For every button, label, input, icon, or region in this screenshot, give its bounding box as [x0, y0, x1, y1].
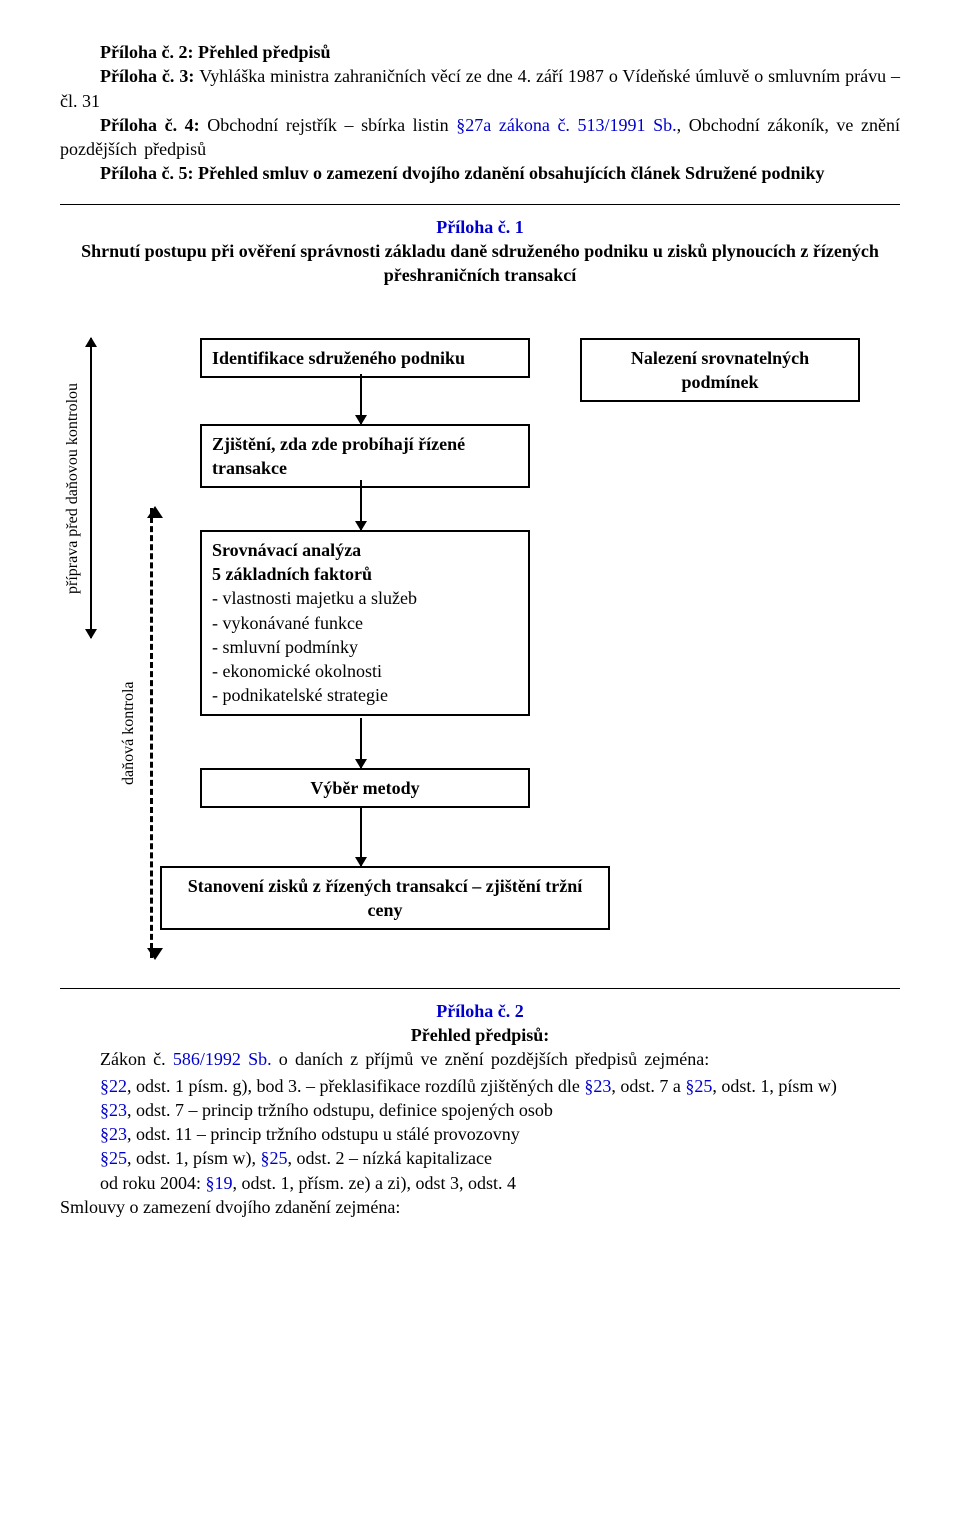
att2-zakon-mid: o daních z příjmů ve znění pozdějších př… [272, 1049, 710, 1069]
att2-r2-a: §23 [100, 1100, 127, 1120]
fc-box4-i3-t: ekonomické okolnosti [223, 661, 382, 681]
att2-r1-f: , odst. 1, písm w) [712, 1076, 837, 1096]
att2-r1: §22, odst. 1 písm. g), bod 3. – překlasi… [60, 1074, 900, 1098]
fc-box4-title: Srovnávací analýza [212, 538, 518, 562]
top-line3-mid: Obchodní rejstřík – sbírka listin [207, 115, 456, 135]
top-line1: Příloha č. 2: Přehled předpisů [60, 40, 900, 64]
varrow-kontrola-icon [150, 508, 153, 958]
att2-r2: §23, odst. 7 – princip tržního odstupu, … [60, 1098, 900, 1122]
att2-r4-c: §25 [261, 1148, 288, 1168]
fc-box-identifikace: Identifikace sdruženého podniku [200, 338, 530, 378]
att2-r4-b: , odst. 1, písm w), [127, 1148, 261, 1168]
vlabel-priprava: příprava před daňovou kontrolou [62, 338, 84, 638]
fc-box4-i2-t: smluvní podmínky [223, 637, 359, 657]
top-line4: Příloha č. 5: Přehled smluv o zamezení d… [60, 161, 900, 185]
connector-4-icon [360, 806, 362, 866]
att2-r5-c: , odst. 1, přísm. ze) a zi), odst 3, ods… [233, 1173, 516, 1193]
top-line3: Příloha č. 4: Obchodní rejstřík – sbírka… [60, 113, 900, 162]
varrow-priprava-icon [90, 338, 92, 638]
fc-box-zjisteni: Zjištění, zda zde probíhají řízené trans… [200, 424, 530, 489]
att1-title: Příloha č. 1 [60, 215, 900, 239]
top-line3-pre: Příloha č. 4: [100, 115, 207, 135]
att2-r1-b: , odst. 1 písm. g), bod 3. – překlasifik… [127, 1076, 584, 1096]
fc-box4-i3: - ekonomické okolnosti [212, 659, 518, 683]
att2-r5-a: od roku 2004: [100, 1173, 206, 1193]
att2-zakon-pre: Zákon č. [100, 1049, 173, 1069]
att2-r1-d: , odst. 7 a [611, 1076, 685, 1096]
flowchart: příprava před daňovou kontrolou daňová k… [60, 338, 900, 958]
att2-r4-a: §25 [100, 1148, 127, 1168]
att2-r3-b: , odst. 11 – princip tržního odstupu u s… [127, 1124, 520, 1144]
connector-1-icon [360, 374, 362, 424]
top-line3-link: §27a zákona č. 513/1991 Sb. [456, 115, 676, 135]
fc-box4-i2: - smluvní podmínky [212, 635, 518, 659]
fc-box4-sub: 5 základních faktorů [212, 562, 518, 586]
fc-box4-i1: - vykonávané funkce [212, 611, 518, 635]
top-line2-pre: Příloha č. 3: [100, 66, 199, 86]
separator-1 [60, 204, 900, 205]
att2-r3-a: §23 [100, 1124, 127, 1144]
fc-box4-i4: - podnikatelské strategie [212, 683, 518, 707]
att2-r4-d: , odst. 2 – nízká kapitalizace [288, 1148, 492, 1168]
att1-block: Příloha č. 1 Shrnutí postupu při ověření… [60, 215, 900, 288]
fc-box-analyza: Srovnávací analýza 5 základních faktorů … [200, 530, 530, 716]
connector-2-icon [360, 480, 362, 530]
top-line2: Příloha č. 3: Vyhláška ministra zahranič… [60, 64, 900, 113]
fc-box4-i0: - vlastnosti majetku a služeb [212, 586, 518, 610]
fc-box-stanoveni: Stanovení zisků z řízených transakcí – z… [160, 866, 610, 931]
att2-head: Příloha č. 2 Přehled předpisů: [60, 999, 900, 1048]
fc-box-vyber: Výběr metody [200, 768, 530, 808]
fc-box4-i1-t: vykonávané funkce [223, 613, 363, 633]
att2-subtitle: Přehled předpisů: [60, 1023, 900, 1047]
att2-zakon-link: 586/1992 Sb. [173, 1049, 272, 1069]
fc-box4-i4-t: podnikatelské strategie [223, 685, 388, 705]
att2-r5-b: §19 [206, 1173, 233, 1193]
att1-subtitle: Shrnutí postupu při ověření správnosti z… [60, 239, 900, 288]
fc-box-nalezeni: Nalezení srovnatelných podmínek [580, 338, 860, 403]
top-block: Příloha č. 2: Přehled předpisů Příloha č… [60, 40, 900, 186]
att2-r1-a: §22 [100, 1076, 127, 1096]
att2-list: §22, odst. 1 písm. g), bod 3. – překlasi… [60, 1074, 900, 1195]
fc-box4-i0-t: vlastnosti majetku a služeb [223, 588, 417, 608]
att2-r4: §25, odst. 1, písm w), §25, odst. 2 – ní… [60, 1146, 900, 1170]
att2-r3: §23, odst. 11 – princip tržního odstupu … [60, 1122, 900, 1146]
vlabel-kontrola: daňová kontrola [118, 508, 140, 958]
att2-r2-b: , odst. 7 – princip tržního odstupu, def… [127, 1100, 553, 1120]
att2-zakon: Zákon č. 586/1992 Sb. o daních z příjmů … [60, 1047, 900, 1071]
att2-r5: od roku 2004: §19, odst. 1, přísm. ze) a… [60, 1171, 900, 1195]
att2-title: Příloha č. 2 [60, 999, 900, 1023]
att2-r1-e: §25 [685, 1076, 712, 1096]
separator-2 [60, 988, 900, 989]
att2-r1-c: §23 [584, 1076, 611, 1096]
att2-smlouvy: Smlouvy o zamezení dvojího zdanění zejmé… [60, 1195, 900, 1219]
connector-3-icon [360, 718, 362, 768]
